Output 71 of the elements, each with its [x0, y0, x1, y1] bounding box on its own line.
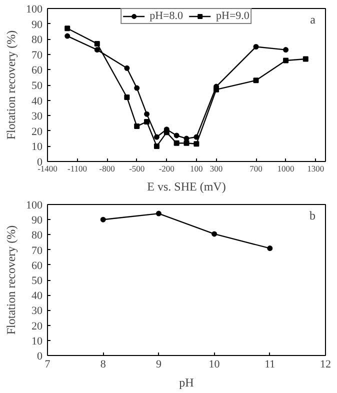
point — [283, 47, 289, 53]
legend-label: pH=9.0 — [216, 10, 250, 22]
x-tick-label: -800 — [99, 164, 115, 174]
x-tick-label: -1100 — [68, 164, 88, 174]
y-tick-label: 50 — [32, 80, 43, 92]
x-tick-label: 700 — [250, 164, 262, 174]
point — [124, 65, 130, 71]
point — [174, 140, 180, 146]
y-tick-label: 40 — [32, 95, 43, 108]
x-tick-label: -500 — [129, 164, 145, 174]
y-axis-title: Flotation recovery (%) — [4, 30, 18, 140]
point — [174, 132, 180, 138]
y-tick-label: 100 — [26, 4, 43, 16]
annotation: a — [310, 12, 316, 26]
point — [267, 246, 273, 252]
x-tick-label: 11 — [264, 358, 276, 370]
x-tick-label: 10 — [208, 358, 220, 370]
point — [302, 56, 308, 62]
x-tick-label: -200 — [158, 164, 174, 174]
point — [144, 118, 150, 124]
point — [283, 58, 289, 64]
y-tick-label: 0 — [37, 350, 43, 362]
y-tick-label: 70 — [32, 244, 43, 257]
point — [253, 78, 259, 84]
y-tick-label: 40 — [32, 290, 43, 302]
y-tick-label: 10 — [32, 141, 43, 154]
y-tick-label: 80 — [32, 34, 43, 46]
point — [100, 216, 106, 222]
x-axis-title: E vs. SHE (mV) — [147, 180, 226, 194]
point — [144, 111, 150, 117]
y-tick-label: 70 — [32, 49, 43, 62]
y-tick-label: 90 — [32, 18, 43, 31]
point — [94, 40, 100, 46]
x-tick-label: 300 — [210, 164, 223, 174]
y-tick-label: 100 — [26, 200, 43, 212]
x-tick-label: 12 — [320, 358, 331, 370]
annotation: b — [310, 208, 316, 222]
x-tick-label: 7 — [44, 358, 51, 370]
point — [134, 124, 140, 130]
point — [253, 44, 259, 50]
y-tick-label: 20 — [32, 126, 43, 138]
x-tick-label: 1000 — [277, 164, 294, 174]
point — [212, 231, 218, 237]
point — [134, 85, 140, 91]
y-tick-label: 10 — [32, 335, 43, 348]
y-tick-label: 30 — [32, 305, 43, 318]
x-tick-label: 1300 — [307, 164, 324, 174]
point — [164, 130, 170, 136]
point — [194, 141, 200, 147]
point — [124, 94, 130, 100]
point — [156, 210, 162, 216]
y-tick-label: 50 — [32, 275, 43, 287]
point — [64, 33, 70, 39]
x-tick-label: 8 — [100, 358, 106, 370]
point — [214, 86, 220, 92]
point — [64, 26, 70, 32]
x-tick-label: 9 — [156, 358, 162, 370]
y-tick-label: 60 — [32, 260, 43, 272]
y-tick-label: 90 — [32, 214, 43, 227]
y-axis-title: Flotation recovery (%) — [4, 225, 18, 335]
legend-label: pH=8.0 — [150, 10, 183, 22]
point — [94, 47, 100, 53]
y-tick-label: 20 — [32, 320, 43, 332]
x-tick-label: 100 — [190, 164, 203, 174]
y-tick-label: 30 — [32, 110, 43, 123]
x-axis-title: pH — [179, 376, 194, 390]
y-tick-label: 80 — [32, 230, 43, 242]
y-tick-label: 60 — [32, 64, 43, 77]
point — [184, 140, 190, 146]
point — [154, 143, 160, 149]
point — [154, 134, 160, 140]
